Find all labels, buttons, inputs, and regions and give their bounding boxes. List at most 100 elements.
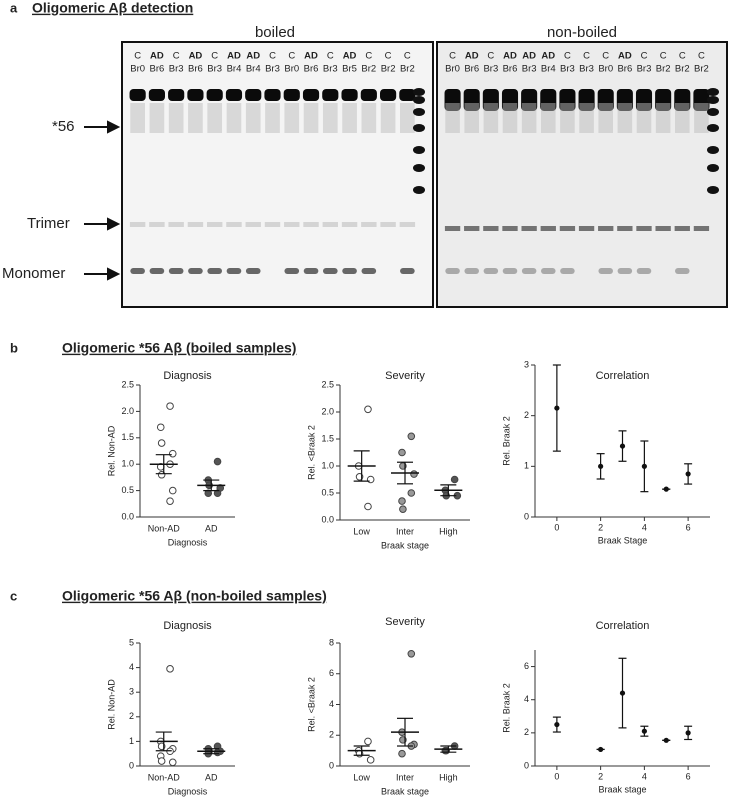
ladder <box>413 186 425 194</box>
band <box>284 222 300 227</box>
x-axis-label: Diagnosis <box>168 537 208 547</box>
lane-label: C <box>679 51 686 62</box>
band <box>245 222 261 227</box>
band <box>284 268 300 274</box>
data-point <box>399 505 407 514</box>
x-tick-label: 2 <box>598 771 603 781</box>
blot-label: boiled <box>255 24 295 41</box>
data-point <box>407 649 416 658</box>
smear <box>284 103 300 133</box>
y-tick-label: 0.0 <box>121 511 134 521</box>
y-axis-label: Rel. Braak 2 <box>501 416 511 466</box>
smear <box>579 103 594 133</box>
lane-label: Br3 <box>560 64 575 75</box>
band <box>502 226 518 231</box>
data-point <box>364 405 372 414</box>
marker-label: *56 <box>52 118 75 135</box>
data-point <box>641 728 647 734</box>
data-point <box>619 443 626 449</box>
smear <box>464 103 479 133</box>
band <box>380 222 396 227</box>
y-tick-label: 4 <box>329 699 334 709</box>
x-tick-label: Non-AD <box>148 523 181 533</box>
y-axis-label: Rel. <Braak 2 <box>306 425 316 480</box>
data-point <box>157 439 166 447</box>
lane-label: Br3 <box>483 64 498 75</box>
smear <box>400 103 415 133</box>
panel-title: Oligomeric *56 Aβ (non-boiled samples) <box>62 588 327 604</box>
y-tick-label: 0 <box>524 760 529 770</box>
ladder <box>413 146 425 154</box>
data-point <box>554 721 560 728</box>
lane-label: Br2 <box>656 64 671 75</box>
lane-label: Br6 <box>464 64 479 75</box>
data-point <box>598 746 604 753</box>
y-tick-label: 1.0 <box>121 459 134 469</box>
smear <box>502 103 518 133</box>
chart-title: Correlation <box>596 620 650 632</box>
band <box>502 268 518 274</box>
smear <box>245 103 261 133</box>
error-bar <box>440 484 457 497</box>
lane-label: Br0 <box>598 64 613 75</box>
data-point <box>663 737 669 743</box>
x-tick-label: High <box>439 526 458 536</box>
panel-letter: c <box>10 588 17 603</box>
y-tick-label: 0 <box>329 760 334 770</box>
band <box>540 226 556 231</box>
error-bar <box>155 731 172 752</box>
x-tick-label: Non-AD <box>148 772 181 782</box>
y-tick-label: 1.5 <box>321 433 334 443</box>
blot-label: non-boiled <box>547 24 617 41</box>
y-tick-label: 2.5 <box>121 379 134 389</box>
data-point <box>619 690 626 696</box>
lane-label: C <box>385 51 392 62</box>
error-bar <box>397 717 413 747</box>
ladder <box>707 164 719 172</box>
x-tick-label: 6 <box>686 522 691 532</box>
x-tick-label: AD <box>205 772 218 782</box>
marker-label: Monomer <box>2 265 65 282</box>
lane-label: AD <box>465 51 479 62</box>
lane-label: C <box>641 51 648 62</box>
band <box>264 89 281 101</box>
panel-title: Oligomeric *56 Aβ (boiled samples) <box>62 340 296 356</box>
smear <box>560 103 575 133</box>
chart-title: Severity <box>385 616 425 628</box>
y-tick-label: 1.5 <box>121 432 134 442</box>
data-point <box>685 471 691 477</box>
y-tick-label: 4 <box>129 662 134 672</box>
band <box>559 226 576 231</box>
lane-label: Br5 <box>342 64 357 75</box>
ladder <box>707 88 719 96</box>
y-tick-label: 0 <box>524 511 529 521</box>
lane-label: C <box>660 51 667 62</box>
data-point <box>641 463 647 469</box>
error-bar <box>203 748 220 755</box>
error-bar <box>397 461 413 485</box>
smear <box>521 103 537 133</box>
band <box>399 222 416 227</box>
band <box>187 89 204 101</box>
y-tick-label: 0 <box>129 760 134 770</box>
ladder <box>413 108 425 116</box>
lane-label: C <box>698 51 705 62</box>
smear <box>188 103 203 133</box>
band <box>322 89 339 101</box>
data-point <box>407 489 416 497</box>
ladder <box>707 96 719 104</box>
ladder <box>413 96 425 104</box>
x-tick-label: Low <box>353 526 370 536</box>
band <box>206 89 223 101</box>
data-point <box>366 756 375 764</box>
x-axis-label: Braak Stage <box>598 535 648 545</box>
band <box>245 89 262 101</box>
data-point <box>398 497 406 505</box>
panel-title: Oligomeric Aβ detection <box>32 0 193 16</box>
y-tick-label: 5 <box>129 637 134 647</box>
data-point <box>166 665 174 673</box>
band <box>188 268 203 274</box>
y-tick-label: 0.0 <box>321 514 334 524</box>
lane-label: C <box>404 51 411 62</box>
data-point <box>410 470 418 478</box>
